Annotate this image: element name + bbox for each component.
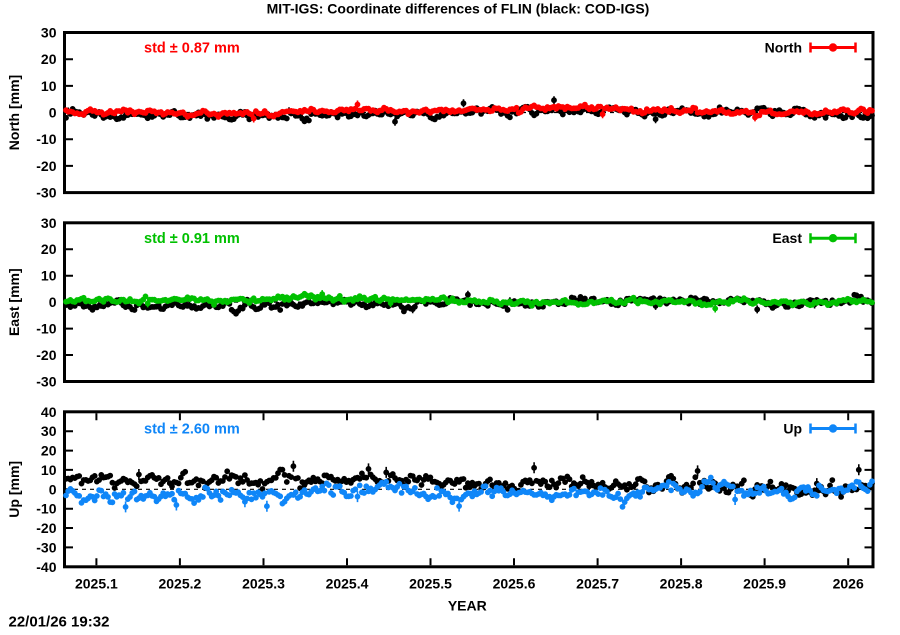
svg-text:std ± 0.87 mm: std ± 0.87 mm	[144, 41, 240, 57]
svg-text:2025.5: 2025.5	[409, 576, 452, 592]
svg-text:0: 0	[49, 294, 57, 310]
svg-text:2025.1: 2025.1	[75, 576, 118, 592]
svg-text:2025.2: 2025.2	[158, 576, 201, 592]
svg-text:-20: -20	[36, 347, 56, 363]
svg-text:30: 30	[41, 215, 57, 231]
svg-text:20: 20	[41, 443, 57, 459]
svg-text:MIT-IGS: Coordinate difference: MIT-IGS: Coordinate differences of FLIN …	[267, 1, 650, 17]
svg-text:-10: -10	[36, 321, 56, 337]
svg-text:30: 30	[41, 25, 57, 41]
svg-text:10: 10	[41, 78, 57, 94]
svg-text:20: 20	[41, 241, 57, 257]
svg-text:2025.7: 2025.7	[576, 576, 619, 592]
svg-text:YEAR: YEAR	[448, 598, 487, 614]
svg-text:-10: -10	[36, 501, 56, 517]
svg-text:-10: -10	[36, 131, 56, 147]
svg-text:0: 0	[49, 105, 57, 121]
svg-text:-20: -20	[36, 158, 56, 174]
svg-text:10: 10	[41, 462, 57, 478]
svg-text:East: East	[772, 230, 802, 246]
svg-text:40: 40	[41, 404, 57, 420]
svg-text:Up [mm]: Up [mm]	[6, 461, 22, 518]
svg-text:-20: -20	[36, 520, 56, 536]
svg-text:std ± 0.91 mm: std ± 0.91 mm	[144, 231, 240, 247]
svg-text:-40: -40	[36, 559, 56, 575]
svg-text:2025.8: 2025.8	[660, 576, 703, 592]
svg-text:-30: -30	[36, 185, 56, 201]
svg-text:30: 30	[41, 423, 57, 439]
svg-text:10: 10	[41, 268, 57, 284]
svg-text:std ± 2.60 mm: std ± 2.60 mm	[144, 422, 240, 438]
svg-text:2026: 2026	[833, 576, 864, 592]
svg-text:-30: -30	[36, 539, 56, 555]
svg-text:2025.6: 2025.6	[493, 576, 536, 592]
svg-text:North: North	[765, 40, 802, 56]
svg-text:0: 0	[49, 481, 57, 497]
svg-text:-30: -30	[36, 374, 56, 390]
svg-text:22/01/26 19:32: 22/01/26 19:32	[9, 614, 110, 631]
svg-text:2025.3: 2025.3	[242, 576, 285, 592]
svg-text:2025.9: 2025.9	[743, 576, 786, 592]
svg-text:North [mm]: North [mm]	[6, 75, 22, 150]
svg-text:Up: Up	[783, 421, 802, 437]
svg-text:20: 20	[41, 51, 57, 67]
svg-text:2025.4: 2025.4	[326, 576, 369, 592]
svg-text:East [mm]: East [mm]	[6, 268, 22, 336]
